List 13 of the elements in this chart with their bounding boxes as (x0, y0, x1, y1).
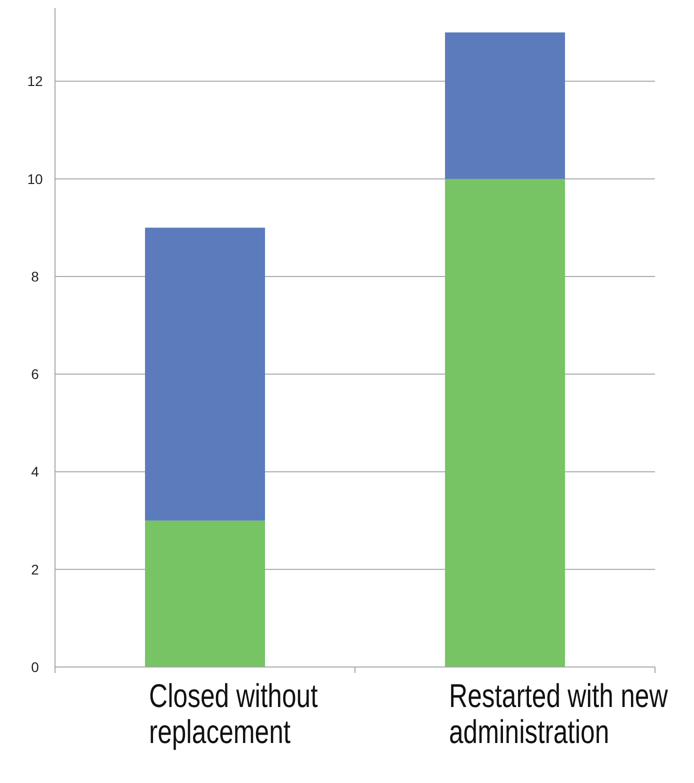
x-tick-label: Restarted with new administration (449, 678, 668, 751)
x-tick-label: Closed without replacement (149, 678, 318, 751)
bar (145, 228, 265, 521)
bar (145, 520, 265, 667)
y-tick-label: 10 (27, 170, 43, 187)
bar (445, 32, 565, 179)
y-tick-label: 2 (31, 561, 40, 578)
y-tick-label: 0 (31, 658, 40, 675)
y-tick-label: 12 (27, 73, 43, 90)
y-tick-label: 8 (31, 268, 40, 284)
y-tick-label: 6 (31, 366, 40, 382)
bar (445, 178, 565, 667)
y-tick-label: 4 (31, 464, 40, 480)
